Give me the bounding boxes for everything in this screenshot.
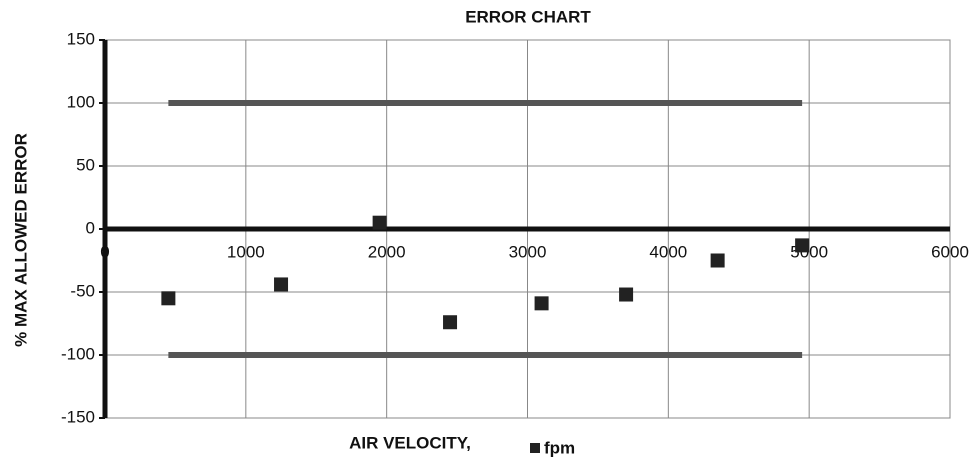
y-tick-label: -50 [70, 281, 95, 300]
y-tick-label: -150 [61, 407, 95, 426]
legend-marker [530, 443, 540, 453]
y-tick-label: 0 [86, 218, 95, 237]
x-tick-label: 6000 [931, 242, 969, 261]
x-tick-label: 1000 [227, 242, 265, 261]
point [795, 238, 810, 253]
point [534, 296, 549, 311]
point [443, 315, 458, 330]
x-tick-label: 3000 [509, 242, 547, 261]
point [161, 291, 176, 306]
legend-label: fpm [544, 438, 575, 457]
y-tick-label: 50 [76, 155, 95, 174]
point [619, 287, 634, 302]
y-tick-label: 150 [67, 29, 95, 48]
y-axis-title: % MAX ALLOWED ERROR [11, 133, 30, 347]
chart-title: ERROR CHART [465, 7, 591, 26]
point [372, 215, 387, 230]
x-tick-label: 4000 [649, 242, 687, 261]
x-axis-title: AIR VELOCITY, [349, 433, 471, 452]
y-tick-label: -100 [61, 344, 95, 363]
y-tick-label: 100 [67, 92, 95, 111]
point [710, 253, 725, 268]
point [274, 277, 289, 292]
x-tick-label: 2000 [368, 242, 406, 261]
